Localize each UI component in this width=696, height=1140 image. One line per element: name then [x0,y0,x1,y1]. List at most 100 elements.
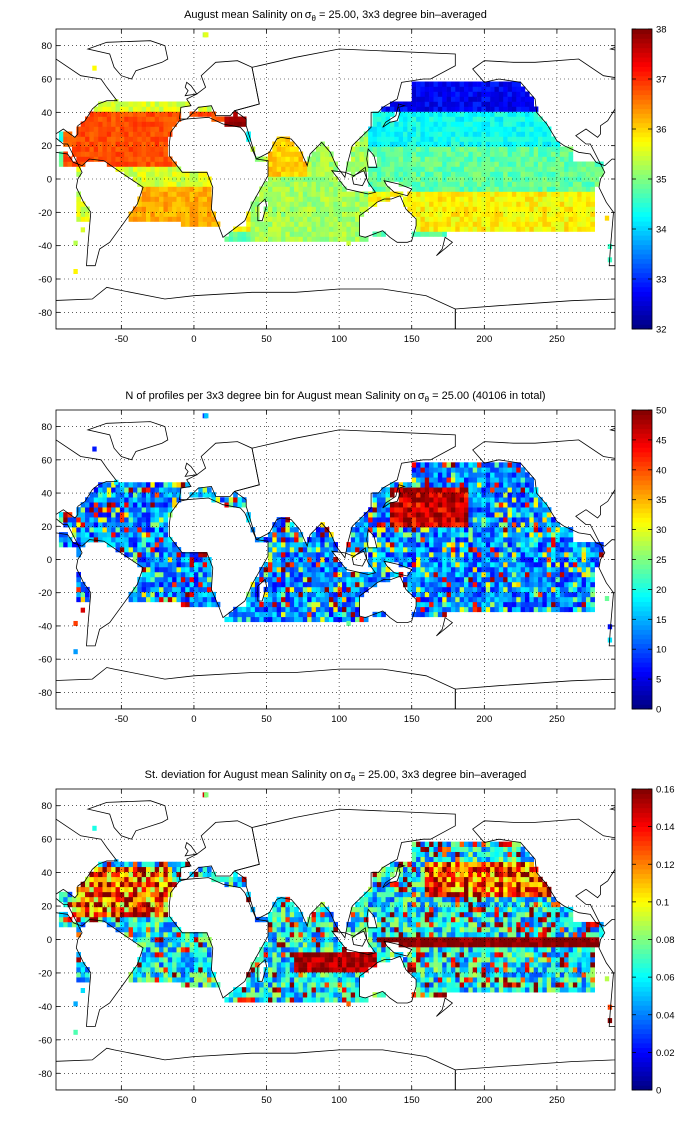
heatmap-cell [494,121,500,127]
heatmap-cell [420,497,426,503]
heatmap-cell [211,111,217,117]
heatmap-cell [437,547,443,553]
heatmap-cell [350,581,356,588]
heatmap-cell [302,161,308,167]
heatmap-cell [442,606,447,613]
heatmap-cell [585,576,591,583]
heatmap-cell [577,166,582,172]
heatmap-cell [163,216,169,222]
heatmap-cell [507,507,513,513]
heatmap-cell [211,116,217,122]
heatmap-cell [437,96,443,102]
heatmap-cell [520,502,526,508]
heatmap-cell [503,576,508,583]
heatmap-cell [285,532,291,538]
heatmap-cell [490,532,495,538]
heatmap-cell [507,591,513,598]
heatmap-cell [424,136,430,142]
heatmap-cell [128,552,134,558]
heatmap-cell [359,586,365,593]
heatmap-cell [298,606,304,613]
heatmap-cell [333,547,338,553]
heatmap-cell [411,467,417,473]
heatmap-cell [185,186,190,192]
heatmap-cell [568,576,574,583]
heatmap-cell [368,552,373,558]
heatmap-cell [572,552,578,558]
heatmap-cell [294,206,299,212]
heatmap-cell [490,542,495,548]
heatmap-cell [542,512,548,518]
heatmap-cell [559,166,565,172]
heatmap-cell [276,146,282,152]
heatmap-cell [590,181,595,187]
heatmap-cell [355,522,360,528]
heatmap-cell [477,462,482,468]
heatmap-cell [394,126,399,132]
heatmap-cell [132,527,138,533]
heatmap-cell [442,507,447,513]
heatmap-cell [568,216,574,222]
heatmap-cell [281,611,286,618]
heatmap-cell [333,211,338,217]
heatmap-cell [276,557,282,563]
heatmap-cell [146,502,151,508]
heatmap-cell [524,126,530,132]
heatmap-cell [420,146,426,152]
heatmap-cell [320,606,325,613]
heatmap-cell [298,596,304,603]
heatmap-cell [516,86,521,92]
heatmap-cell [433,101,439,107]
heatmap-cell [433,146,439,152]
heatmap-cell [337,591,343,598]
heatmap-cell [394,502,399,508]
heatmap-cell [472,542,478,548]
coastlines [56,421,615,709]
heatmap-cell [102,121,108,127]
heatmap-cell [450,606,456,613]
heatmap-cell [424,131,430,137]
heatmap-cell [137,216,142,222]
heatmap-cell [542,537,548,543]
heatmap-cell [533,141,539,147]
heatmap-cell [115,507,121,513]
heatmap-cell [546,537,552,543]
heatmap-cell [468,86,474,92]
heatmap-cell [281,517,286,523]
heatmap-cell [433,552,439,558]
coastline [184,81,198,97]
heatmap-cell [132,502,138,508]
heatmap-cell [114,479,119,485]
heatmap-cell [498,576,504,583]
heatmap-cell [132,171,138,177]
heatmap-cell [250,616,256,623]
heatmap-cell [429,81,434,87]
heatmap-cell [455,226,460,232]
heatmap-cell [568,586,574,593]
heatmap-cell [324,201,330,207]
heatmap-cell [564,566,569,573]
heatmap-cell [429,606,434,613]
heatmap-cell [564,532,569,538]
colorbar-segment [632,615,652,621]
heatmap-cell [407,502,413,508]
heatmap-cell [455,96,460,102]
heatmap-cell [407,176,413,182]
heatmap-cell [389,146,395,152]
heatmap-cell [477,591,482,598]
heatmap-cell [159,126,164,132]
heatmap-cell [572,576,578,583]
heatmap-cell [450,591,456,598]
heatmap-cell [202,196,208,202]
heatmap-cell [529,226,534,232]
heatmap-cell [298,191,304,197]
heatmap-cell [407,527,413,533]
heatmap-cell [498,586,504,593]
heatmap-cell [350,226,356,232]
heatmap-cell [429,136,434,142]
heatmap-cell [420,472,426,478]
heatmap-cell [551,591,556,598]
heatmap-cell [115,502,121,508]
heatmap-cell [442,161,447,167]
heatmap-cell [80,216,86,222]
